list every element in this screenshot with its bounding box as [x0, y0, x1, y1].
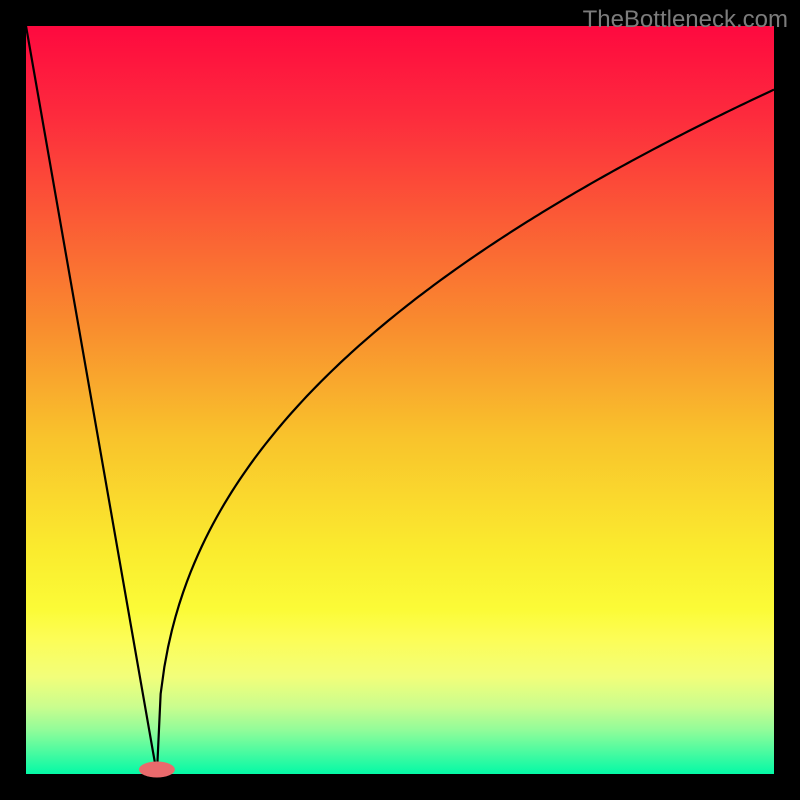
watermark-text: TheBottleneck.com: [583, 6, 788, 34]
optimal-point-marker: [139, 762, 175, 778]
bottleneck-chart-container: TheBottleneck.com: [0, 0, 800, 800]
bottleneck-chart-svg: [0, 0, 800, 800]
